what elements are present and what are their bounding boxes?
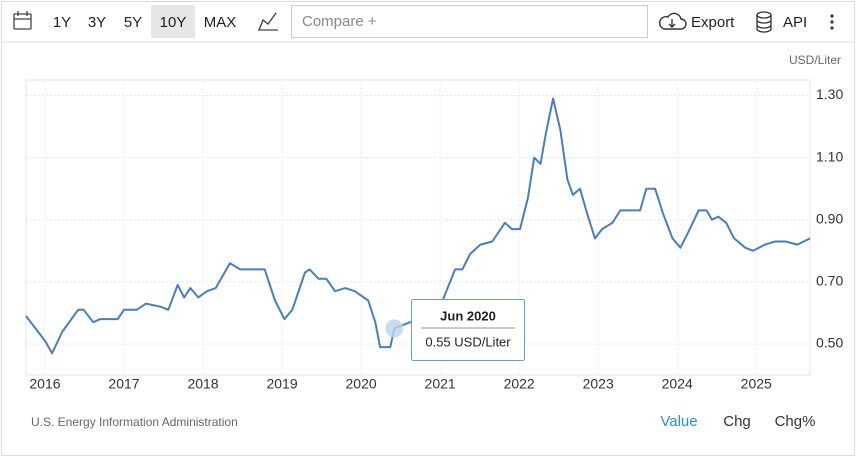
api-button[interactable]: API — [783, 14, 807, 31]
source: U.S. Energy Information Administration — [31, 415, 238, 429]
active-range — [151, 5, 195, 38]
hover-point — [385, 319, 404, 338]
x-tick-label: 2019 — [266, 376, 297, 392]
compare-placeholder: Compare + — [302, 13, 377, 30]
x-tick-label: 2022 — [504, 376, 535, 392]
x-tick-label: 2020 — [346, 376, 377, 392]
range-button[interactable]: 3Y — [88, 14, 106, 31]
x-tick-label: 2017 — [108, 376, 139, 392]
tooltip-title: Jun 2020 — [440, 308, 496, 323]
x-tick-label: 2024 — [662, 376, 693, 392]
tooltip-value: 0.55 USD/Liter — [425, 334, 511, 349]
more-menu[interactable] — [830, 14, 834, 30]
mode-button[interactable]: Chg% — [775, 413, 816, 430]
y-tick-label: 0.90 — [816, 210, 843, 226]
range-button[interactable]: 10Y — [160, 14, 187, 31]
x-tick-label: 2023 — [583, 376, 614, 392]
calendar-icon[interactable] — [13, 11, 32, 30]
export-icon[interactable] — [658, 12, 687, 30]
range-button[interactable]: MAX — [204, 14, 237, 31]
export-button[interactable]: Export — [691, 14, 735, 31]
x-tick-label: 2016 — [29, 376, 60, 392]
mode-button[interactable]: Value — [660, 413, 697, 430]
y-tick-label: 1.10 — [816, 148, 843, 164]
plot-area — [25, 79, 811, 376]
y-tick-label: 0.50 — [816, 335, 843, 351]
y-tick-label: 1.30 — [816, 86, 843, 102]
tooltip — [411, 299, 525, 361]
api-icon[interactable] — [756, 11, 772, 33]
unit-label: USD/Liter — [789, 53, 841, 67]
compare-input[interactable] — [291, 5, 648, 38]
range-button[interactable]: 1Y — [53, 14, 71, 31]
x-tick-label: 2025 — [741, 376, 772, 392]
x-tick-label: 2021 — [425, 376, 456, 392]
chart-type-icon[interactable] — [258, 12, 277, 31]
y-tick-label: 0.70 — [816, 273, 843, 289]
mode-button[interactable]: Chg — [723, 413, 751, 430]
series-line — [25, 97, 811, 355]
range-button[interactable]: 5Y — [124, 14, 142, 31]
x-tick-label: 2018 — [187, 376, 218, 392]
